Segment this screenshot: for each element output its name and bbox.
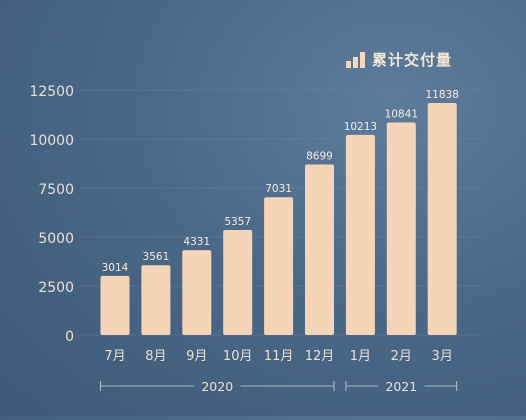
bar bbox=[345, 134, 375, 335]
legend-label: 累计交付量 bbox=[372, 51, 453, 69]
x-tick-label: 9月 bbox=[186, 349, 207, 364]
bar-value-label: 3561 bbox=[143, 251, 170, 263]
bar bbox=[223, 230, 253, 335]
x-tick-label: 2月 bbox=[391, 349, 412, 364]
bar-value-label: 10213 bbox=[344, 121, 377, 133]
x-tick-label: 1月 bbox=[350, 349, 371, 364]
x-tick-label: 7月 bbox=[104, 349, 125, 364]
bar bbox=[182, 250, 212, 335]
bar-value-label: 5357 bbox=[224, 216, 251, 228]
y-tick-label: 2500 bbox=[38, 280, 74, 296]
y-tick-label: 5000 bbox=[38, 231, 74, 247]
year-group-label: 2020 bbox=[201, 379, 233, 394]
x-tick-label: 3月 bbox=[432, 349, 453, 364]
bar bbox=[386, 122, 416, 335]
x-tick-label: 11月 bbox=[264, 349, 294, 364]
x-tick-label: 8月 bbox=[145, 349, 166, 364]
x-tick-label: 12月 bbox=[305, 349, 335, 364]
y-tick-label: 12500 bbox=[29, 84, 74, 100]
bar bbox=[264, 197, 294, 335]
bar bbox=[100, 275, 130, 335]
y-tick-label: 0 bbox=[65, 329, 74, 345]
bar-value-label: 7031 bbox=[265, 183, 292, 195]
year-group-label: 2021 bbox=[385, 379, 417, 394]
bar-value-label: 11838 bbox=[425, 89, 458, 101]
legend: 累计交付量 bbox=[346, 49, 452, 70]
bar-value-label: 3014 bbox=[102, 262, 129, 274]
bar-value-label: 4331 bbox=[183, 236, 210, 248]
bar-value-label: 8699 bbox=[306, 150, 333, 162]
y-tick-label: 7500 bbox=[38, 182, 74, 198]
x-tick-label: 10月 bbox=[223, 349, 253, 364]
bar-chart-icon bbox=[346, 51, 365, 68]
bar bbox=[305, 164, 334, 335]
bar bbox=[141, 265, 171, 335]
y-tick-label: 10000 bbox=[29, 133, 74, 149]
bar-value-label: 10841 bbox=[385, 109, 418, 121]
bar bbox=[427, 102, 457, 336]
